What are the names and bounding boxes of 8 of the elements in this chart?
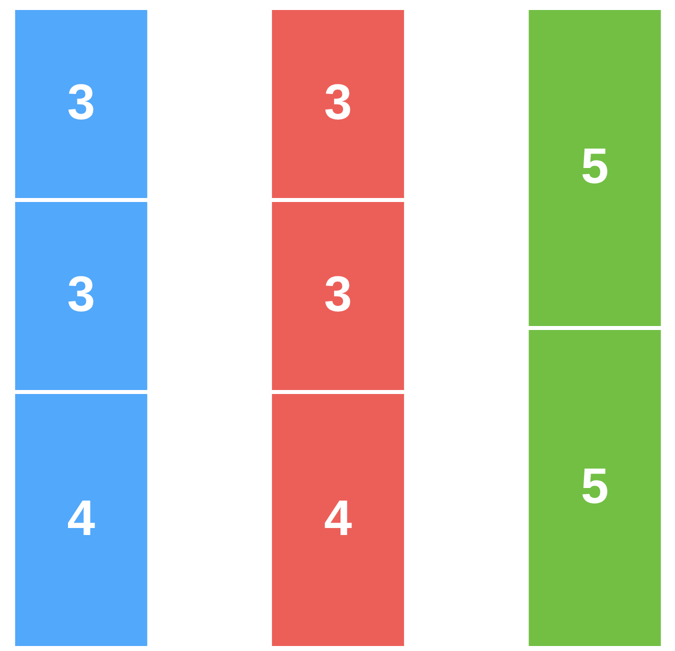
data-label: 5 [580, 138, 609, 194]
data-label: 3 [324, 74, 352, 130]
data-label: 3 [67, 266, 96, 322]
data-label: 3 [324, 266, 352, 322]
data-label: 5 [580, 458, 609, 514]
data-label: 4 [67, 490, 96, 546]
data-label: 4 [324, 490, 352, 546]
data-label: 3 [67, 74, 96, 130]
